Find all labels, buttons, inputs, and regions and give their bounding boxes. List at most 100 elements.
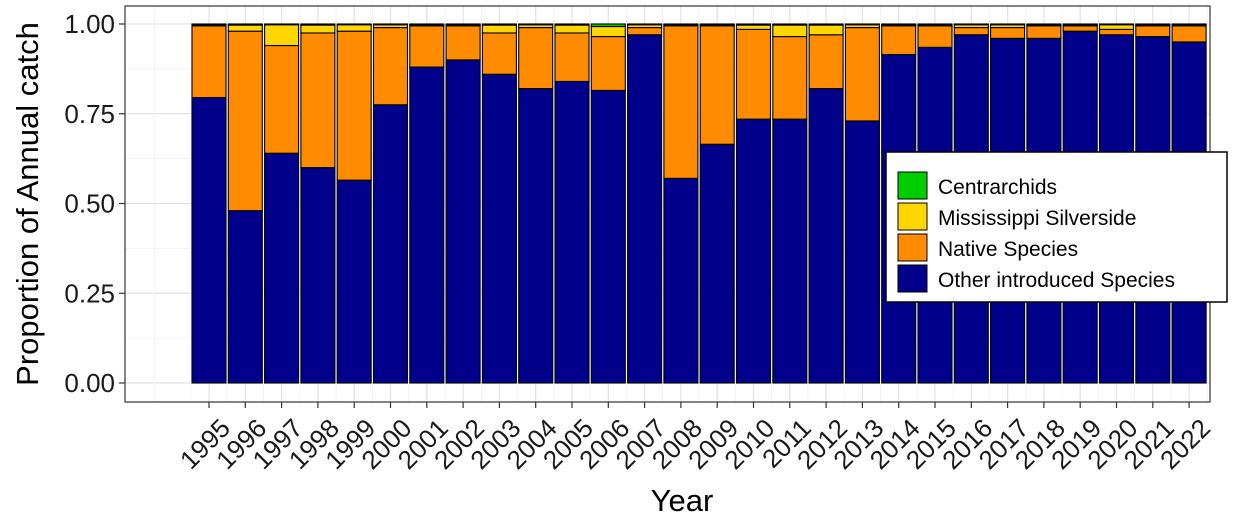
bar-segment-other-introduced-species-1995 bbox=[191, 97, 227, 384]
bar-segment-native-species-2019 bbox=[1062, 25, 1098, 32]
bar-segment-centrarchids-2014 bbox=[881, 23, 917, 26]
bar-segment-native-species-2017 bbox=[990, 27, 1026, 39]
legend-label-native-species: Native Species bbox=[938, 238, 1078, 261]
legend-label-mississippi-silverside: Mississippi Silverside bbox=[938, 207, 1136, 230]
bar-segment-other-introduced-species-2008 bbox=[663, 177, 699, 384]
x-axis: 1995199619971998199920002001200220032004… bbox=[174, 402, 1216, 475]
bar-segment-mississippi-silverside-1996 bbox=[227, 24, 263, 32]
y-tick-label: 0.25 bbox=[64, 278, 115, 308]
bar-segment-native-species-2010 bbox=[735, 28, 772, 120]
bar-segment-native-species-1996 bbox=[227, 30, 263, 212]
bar-segment-native-species-1998 bbox=[300, 32, 336, 169]
bar-segment-native-species-2012 bbox=[808, 34, 844, 90]
bar-segment-other-introduced-species-2013 bbox=[844, 120, 880, 384]
bar-segment-other-introduced-species-2001 bbox=[409, 66, 445, 384]
bar-segment-other-introduced-species-1996 bbox=[227, 210, 263, 384]
bar-segment-centrarchids-2012 bbox=[808, 23, 844, 26]
bar-segment-other-introduced-species-1999 bbox=[336, 179, 372, 384]
bar-segment-centrarchids-2006 bbox=[590, 23, 626, 28]
bar-segment-other-introduced-species-2004 bbox=[518, 88, 554, 384]
bar-segment-native-species-2016 bbox=[953, 27, 989, 36]
bar-segment-native-species-2003 bbox=[481, 32, 517, 75]
bar-segment-mississippi-silverside-2006 bbox=[590, 25, 626, 38]
bar-segment-other-introduced-species-2003 bbox=[481, 73, 517, 384]
bar-segment-centrarchids-2015 bbox=[917, 23, 953, 26]
bar-segment-other-introduced-species-2012 bbox=[808, 88, 844, 384]
y-tick-label: 0.00 bbox=[64, 368, 115, 398]
bar-segment-centrarchids-2000 bbox=[372, 23, 409, 26]
bar-segment-other-introduced-species-1998 bbox=[300, 167, 336, 384]
bar-segment-native-species-2001 bbox=[409, 25, 445, 68]
bar-segment-centrarchids-2011 bbox=[772, 23, 808, 26]
bar-segment-native-species-2022 bbox=[1171, 25, 1207, 43]
bar-segment-native-species-2006 bbox=[590, 36, 626, 91]
bar-segment-centrarchids-2008 bbox=[663, 23, 699, 26]
y-tick-label: 1.00 bbox=[64, 9, 115, 39]
legend-key-other-introduced-species bbox=[897, 264, 928, 293]
legend-box bbox=[885, 151, 1228, 303]
legend: Centrarchids Mississippi Silverside Nati… bbox=[885, 151, 1228, 303]
legend-key-centrarchids bbox=[897, 171, 928, 200]
y-axis: 0.00 0.25 0.50 0.75 1.00 bbox=[64, 9, 125, 398]
bar-segment-native-species-1997 bbox=[264, 44, 300, 154]
bar-segment-centrarchids-1996 bbox=[227, 23, 263, 26]
bar-segment-centrarchids-1997 bbox=[264, 23, 300, 26]
bar-segment-mississippi-silverside-1999 bbox=[336, 24, 372, 32]
bar-segment-other-introduced-species-2009 bbox=[699, 143, 735, 384]
bar-segment-native-species-2004 bbox=[518, 27, 554, 90]
bar-segment-centrarchids-2004 bbox=[518, 23, 554, 26]
y-axis-title: Proportion of Annual catch bbox=[10, 22, 45, 386]
bar-segment-native-species-2000 bbox=[372, 27, 409, 106]
bar-segment-other-introduced-species-2010 bbox=[735, 118, 772, 384]
bars-layer bbox=[191, 23, 1207, 384]
bar-segment-mississippi-silverside-2005 bbox=[554, 24, 590, 34]
bar-segment-centrarchids-2020 bbox=[1098, 23, 1135, 26]
bar-segment-native-species-2014 bbox=[881, 25, 917, 56]
bar-segment-other-introduced-species-2000 bbox=[372, 104, 409, 384]
bar-segment-mississippi-silverside-2003 bbox=[481, 24, 517, 34]
bar-segment-native-species-1995 bbox=[191, 25, 227, 99]
bar-segment-other-introduced-species-2005 bbox=[554, 80, 590, 384]
legend-key-native-species bbox=[897, 233, 928, 262]
legend-label-centrarchids: Centrarchids bbox=[938, 176, 1057, 199]
bar-segment-native-species-2011 bbox=[772, 36, 808, 120]
bar-segment-native-species-2009 bbox=[699, 25, 735, 145]
bar-segment-centrarchids-2001 bbox=[409, 23, 445, 26]
bar-segment-mississippi-silverside-1998 bbox=[300, 24, 336, 34]
bar-segment-native-species-2008 bbox=[663, 25, 699, 179]
bar-segment-centrarchids-2009 bbox=[699, 23, 735, 26]
bar-segment-centrarchids-2002 bbox=[445, 23, 481, 26]
bar-segment-centrarchids-2016 bbox=[953, 23, 989, 26]
bar-segment-mississippi-silverside-2011 bbox=[772, 24, 808, 38]
bar-segment-other-introduced-species-1997 bbox=[264, 152, 300, 384]
bar-segment-centrarchids-1998 bbox=[300, 23, 336, 26]
legend-key-mississippi-silverside bbox=[897, 202, 928, 231]
bar-segment-mississippi-silverside-1997 bbox=[264, 24, 300, 47]
bar-segment-native-species-2007 bbox=[627, 27, 663, 36]
bar-segment-other-introduced-species-2002 bbox=[445, 59, 481, 384]
bar-segment-centrarchids-1999 bbox=[336, 23, 372, 26]
bar-segment-native-species-2015 bbox=[917, 25, 953, 48]
bar-segment-native-species-2020 bbox=[1098, 28, 1135, 36]
bar-segment-native-species-2021 bbox=[1135, 25, 1171, 38]
bar-segment-centrarchids-2013 bbox=[844, 23, 880, 26]
y-tick-label: 0.50 bbox=[64, 189, 115, 219]
bar-segment-centrarchids-2007 bbox=[627, 23, 663, 26]
bar-segment-other-introduced-species-2011 bbox=[772, 118, 808, 384]
bar-segment-native-species-2005 bbox=[554, 32, 590, 82]
bar-segment-centrarchids-2005 bbox=[554, 23, 590, 26]
bar-segment-centrarchids-2018 bbox=[1026, 23, 1062, 26]
bar-segment-centrarchids-2019 bbox=[1062, 23, 1098, 26]
bar-segment-native-species-2002 bbox=[445, 25, 481, 61]
legend-label-other-introduced-species: Other introduced Species bbox=[938, 269, 1175, 292]
bar-segment-other-introduced-species-2006 bbox=[590, 89, 626, 384]
bar-segment-centrarchids-2022 bbox=[1171, 23, 1207, 26]
bar-segment-mississippi-silverside-2010 bbox=[735, 24, 772, 30]
bar-segment-native-species-2013 bbox=[844, 27, 880, 122]
bar-segment-mississippi-silverside-2012 bbox=[808, 24, 844, 36]
bar-segment-centrarchids-2017 bbox=[990, 23, 1026, 26]
bar-segment-centrarchids-1995 bbox=[191, 23, 227, 26]
bar-segment-other-introduced-species-2007 bbox=[627, 34, 663, 384]
